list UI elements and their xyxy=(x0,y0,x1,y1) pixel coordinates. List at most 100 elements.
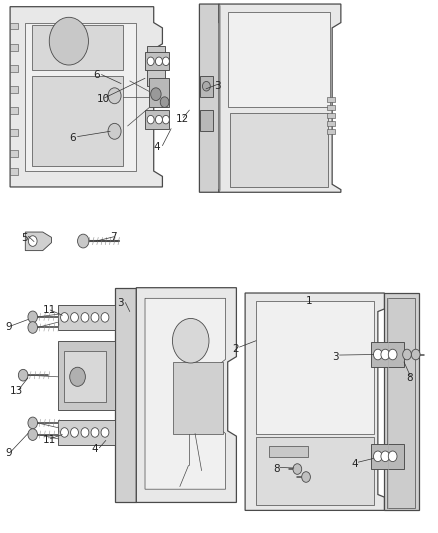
Bar xyxy=(145,110,169,128)
Text: 3: 3 xyxy=(332,352,339,361)
Text: 10: 10 xyxy=(97,94,110,104)
Text: 12: 12 xyxy=(176,114,189,124)
Bar xyxy=(327,105,335,110)
Text: 4: 4 xyxy=(154,142,160,152)
Bar xyxy=(230,113,328,187)
Polygon shape xyxy=(173,362,223,433)
Circle shape xyxy=(71,313,78,322)
Polygon shape xyxy=(256,301,374,433)
Bar xyxy=(387,298,415,508)
Bar xyxy=(58,341,115,410)
Text: 3: 3 xyxy=(117,297,124,308)
Polygon shape xyxy=(228,12,330,108)
Circle shape xyxy=(403,349,411,360)
Bar xyxy=(10,86,18,93)
Text: 8: 8 xyxy=(273,464,280,474)
Circle shape xyxy=(374,451,382,462)
Circle shape xyxy=(81,313,89,322)
Text: 11: 11 xyxy=(43,435,56,446)
Bar xyxy=(327,97,335,102)
Circle shape xyxy=(202,82,210,91)
Circle shape xyxy=(374,349,382,360)
Text: 11: 11 xyxy=(43,305,56,315)
Circle shape xyxy=(389,451,397,462)
Bar xyxy=(64,351,106,402)
Circle shape xyxy=(381,451,390,462)
Text: 13: 13 xyxy=(10,386,23,396)
Text: 6: 6 xyxy=(93,70,99,79)
Bar xyxy=(256,437,374,505)
Circle shape xyxy=(81,427,89,437)
Circle shape xyxy=(28,311,38,322)
Circle shape xyxy=(155,115,162,124)
Bar xyxy=(371,342,404,367)
Circle shape xyxy=(293,464,302,474)
Polygon shape xyxy=(25,232,51,251)
Polygon shape xyxy=(219,4,341,192)
Circle shape xyxy=(28,417,38,429)
Text: 6: 6 xyxy=(69,133,75,143)
Circle shape xyxy=(162,57,170,66)
Bar xyxy=(145,52,169,70)
Circle shape xyxy=(70,367,85,386)
Text: 5: 5 xyxy=(21,233,28,243)
Circle shape xyxy=(28,236,37,246)
Bar xyxy=(10,150,18,157)
Circle shape xyxy=(389,349,397,360)
Bar xyxy=(10,168,18,175)
Circle shape xyxy=(101,313,109,322)
Bar xyxy=(10,65,18,72)
Circle shape xyxy=(49,17,88,65)
Text: 7: 7 xyxy=(110,232,117,242)
Text: 3: 3 xyxy=(215,81,221,91)
Polygon shape xyxy=(10,7,162,187)
Polygon shape xyxy=(32,25,123,70)
Circle shape xyxy=(162,115,170,124)
Circle shape xyxy=(108,123,121,139)
Bar xyxy=(327,128,335,134)
Circle shape xyxy=(101,427,109,437)
Circle shape xyxy=(155,57,162,66)
Circle shape xyxy=(60,427,68,437)
Circle shape xyxy=(173,318,209,363)
Circle shape xyxy=(108,88,121,104)
Circle shape xyxy=(78,234,89,248)
Bar xyxy=(200,76,213,97)
Bar xyxy=(147,46,165,86)
Polygon shape xyxy=(199,4,223,192)
Circle shape xyxy=(302,472,311,482)
Bar xyxy=(327,113,335,118)
Circle shape xyxy=(91,313,99,322)
Circle shape xyxy=(71,427,78,437)
Bar xyxy=(58,305,115,330)
Polygon shape xyxy=(136,288,237,503)
Circle shape xyxy=(151,88,161,101)
Bar xyxy=(10,44,18,51)
Bar xyxy=(58,419,115,445)
Text: 9: 9 xyxy=(6,448,12,458)
Text: 8: 8 xyxy=(406,373,413,383)
Circle shape xyxy=(18,369,28,381)
Polygon shape xyxy=(145,298,226,489)
Bar xyxy=(200,110,213,131)
Circle shape xyxy=(160,97,169,108)
Circle shape xyxy=(28,429,38,440)
Circle shape xyxy=(60,313,68,322)
Bar xyxy=(371,443,404,469)
Circle shape xyxy=(411,349,420,360)
Circle shape xyxy=(28,321,38,333)
Polygon shape xyxy=(245,293,385,511)
Bar xyxy=(269,446,308,457)
Text: 4: 4 xyxy=(352,459,358,469)
Text: 9: 9 xyxy=(6,322,12,333)
Bar xyxy=(10,22,18,29)
Polygon shape xyxy=(32,76,123,166)
Bar xyxy=(327,120,335,126)
Bar xyxy=(149,78,169,108)
Text: 1: 1 xyxy=(306,296,313,306)
Circle shape xyxy=(91,427,99,437)
Circle shape xyxy=(147,115,154,124)
Bar xyxy=(10,108,18,114)
Circle shape xyxy=(147,57,154,66)
Text: 2: 2 xyxy=(232,344,239,354)
